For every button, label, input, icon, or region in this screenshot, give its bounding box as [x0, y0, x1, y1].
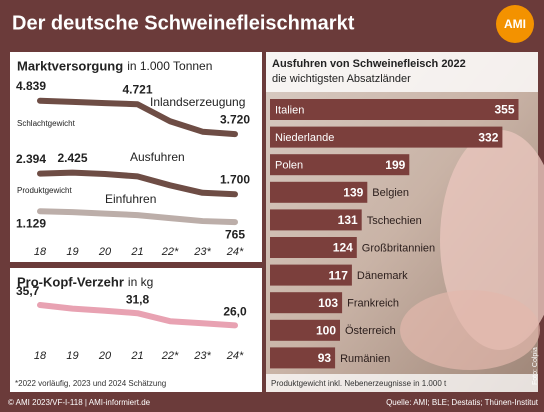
category-label: Belgien — [372, 187, 409, 199]
category-label: Frankreich — [347, 298, 399, 310]
value-label: 2.425 — [57, 151, 87, 165]
x-tick-label: 21 — [130, 350, 143, 362]
category-label: Polen — [275, 160, 303, 172]
legend-label: Ausfuhren — [130, 150, 185, 164]
source: Quelle: AMI; BLE; Destatis; Thünen-Insti… — [386, 398, 539, 407]
legend-label: Inlandserzeugung — [150, 95, 245, 109]
category-label: Dänemark — [357, 270, 408, 282]
x-tick-label: 23* — [193, 246, 211, 258]
category-label: Österreich — [345, 325, 396, 337]
infographic: Der deutsche Schweinefleischmarkt AMI Fo… — [0, 0, 544, 412]
category-label: Rumänien — [340, 353, 390, 365]
x-tick-label: 22* — [161, 246, 179, 258]
x-tick-label: 24* — [226, 350, 244, 362]
value-label: 2.394 — [16, 152, 46, 166]
value-label: 199 — [385, 158, 405, 172]
value-label: 4.839 — [16, 79, 46, 93]
value-label: 3.720 — [220, 112, 250, 126]
chart-subtitle: in 1.000 Tonnen — [127, 59, 212, 73]
value-label: 124 — [333, 241, 353, 255]
value-label: 93 — [318, 351, 332, 365]
photo-pig — [400, 290, 540, 370]
x-tick-label: 22* — [161, 350, 179, 362]
value-label: 100 — [316, 323, 336, 337]
chart-subtitle: die wichtigsten Absatzländer — [272, 73, 411, 85]
category-label: Italien — [275, 104, 304, 116]
value-label: 131 — [338, 213, 358, 227]
page: Der deutsche Schweinefleischmarkt AMI Fo… — [0, 0, 544, 412]
x-tick-label: 18 — [34, 246, 47, 258]
x-tick-label: 19 — [66, 350, 78, 362]
value-label: 31,8 — [126, 292, 150, 306]
x-tick-label: 24* — [226, 246, 244, 258]
value-label: 1.129 — [16, 216, 46, 230]
bar — [270, 99, 519, 120]
logo-text: AMI — [504, 17, 526, 31]
x-tick-label: 19 — [66, 246, 78, 258]
value-label: 139 — [343, 185, 363, 199]
value-label: 765 — [225, 227, 245, 241]
value-label: 4.721 — [122, 82, 152, 96]
chart-title: Ausfuhren von Schweinefleisch 2022 — [272, 58, 466, 70]
copyright: © AMI 2023/VF-I-118 | AMI-informiert.de — [8, 398, 151, 407]
category-label: Niederlande — [275, 132, 334, 144]
photo-credit: Foto: Colpia — [532, 347, 539, 385]
category-label: Großbritannien — [362, 242, 435, 254]
x-tick-label: 20 — [98, 246, 112, 258]
category-label: Tschechien — [367, 215, 422, 227]
value-label: 26,0 — [223, 305, 247, 319]
x-tick-label: 23* — [193, 350, 211, 362]
legend-label: Einfuhren — [105, 192, 156, 206]
value-label: 332 — [478, 130, 498, 144]
x-tick-label: 21 — [130, 246, 143, 258]
series-note: Schlachtgewicht — [17, 119, 76, 128]
series-note: Produktgewicht — [17, 186, 72, 195]
value-label: 1.700 — [220, 172, 250, 186]
chart-title: Marktversorgung — [17, 58, 123, 73]
value-label: 355 — [494, 103, 514, 117]
value-label: 103 — [318, 296, 338, 310]
value-label: 35,7 — [16, 284, 40, 298]
footnote: *2022 vorläufig, 2023 und 2024 Schätzung — [15, 379, 166, 388]
value-label: 117 — [329, 268, 349, 282]
chart-subtitle: in kg — [128, 275, 153, 289]
footnote: Produktgewicht inkl. Nebenerzeugnisse in… — [271, 379, 447, 388]
x-tick-label: 20 — [98, 350, 112, 362]
x-tick-label: 18 — [34, 350, 47, 362]
main-title: Der deutsche Schweinefleischmarkt — [12, 12, 355, 34]
